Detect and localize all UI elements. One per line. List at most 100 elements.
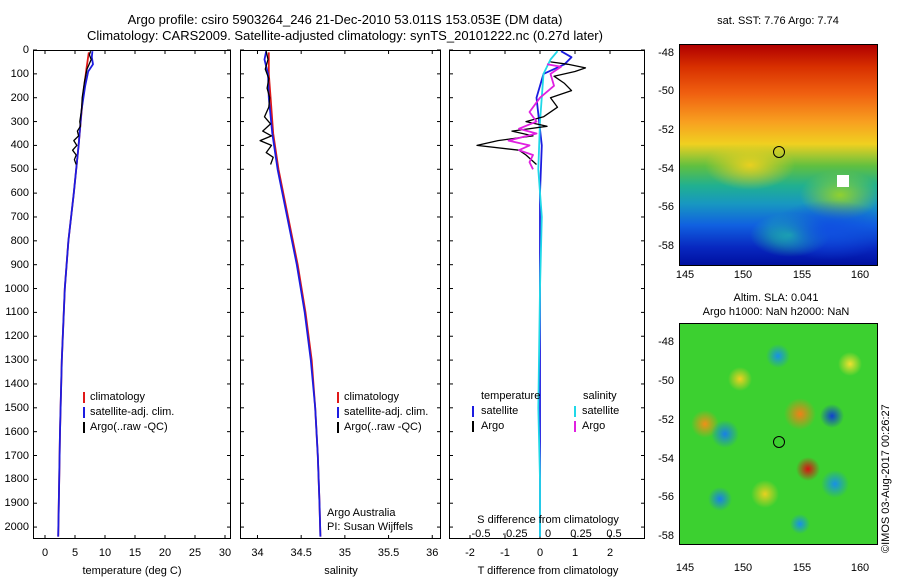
sst-lat-tick: -54 [658, 163, 674, 175]
legend-swatch-argo [83, 422, 85, 433]
depth-tick-label: 600 [10, 187, 29, 200]
depth-tick-label: 1300 [4, 354, 29, 367]
series-line-climatology [267, 52, 322, 537]
depth-tick-label: 700 [10, 210, 29, 223]
depth-tick-label: 1100 [5, 306, 29, 319]
argo-position-marker [773, 436, 785, 448]
sst-map [679, 44, 878, 266]
sla-lat-tick: -52 [658, 414, 674, 426]
legend-swatch-climatology [337, 392, 339, 403]
argo-australia-label: Argo Australia [327, 507, 396, 519]
depth-tick-label: 1700 [4, 449, 29, 462]
diff-legend-salinity-title: salinity [583, 390, 617, 402]
depth-tick-label: 200 [10, 91, 29, 104]
x-tick-label: 10 [98, 547, 112, 559]
depth-tick-label: 1600 [4, 425, 29, 438]
x-tick-label: 0 [41, 547, 49, 559]
legend-label: Argo(..raw -QC) [90, 421, 168, 433]
x-tick-label: 35 [338, 547, 351, 559]
x-tick-label: 35.5 [377, 547, 400, 559]
x-tick-label: -1 [500, 547, 510, 559]
legend-swatch-argo [337, 422, 339, 433]
sla-lat-tick: -56 [658, 491, 674, 503]
diff-legend-temperature-title: temperature [481, 390, 541, 402]
depth-tick-label: 1200 [4, 330, 29, 343]
sst-lon-tick: 145 [675, 269, 695, 281]
depth-tick-label: 1000 [4, 282, 29, 295]
tdiff-xlabel: T difference from climatology [477, 565, 619, 577]
sla-lat-tick: -50 [658, 375, 674, 387]
sdiff-tick: -0.5 [471, 528, 491, 540]
x-tick-label: 2 [606, 547, 614, 559]
x-tick-label: 25 [188, 547, 202, 559]
sst-lat-tick: -58 [658, 240, 674, 252]
x-tick-label: 20 [158, 547, 172, 559]
legend-label: climatology [90, 391, 146, 403]
depth-tick-label: 0 [22, 44, 29, 56]
argo-position-marker [773, 146, 785, 158]
sdiff-tick: 0.25 [570, 528, 592, 540]
series-line-argo-raw-qc- [259, 51, 274, 165]
sdiff-xlabel: S difference from climatology [477, 514, 619, 526]
salinity-panel [240, 50, 441, 539]
sla-lon-tick: 160 [850, 562, 870, 574]
series-line-argo-raw-qc- [71, 50, 92, 165]
sla-lon-tick: 145 [675, 562, 695, 574]
legend-swatch-satellite [83, 407, 85, 418]
legend-swatch-t-satellite [472, 406, 474, 417]
series-line-s-satellite [537, 50, 559, 537]
sst-lat-tick: -52 [658, 124, 674, 136]
depth-tick-label: 900 [10, 258, 29, 271]
pi-label: PI: Susan Wijffels [327, 521, 413, 533]
temperature-legend: climatology satellite-adj. clim. Argo(..… [80, 390, 190, 435]
sst-lon-tick: 150 [733, 269, 753, 281]
legend-swatch-climatology [83, 392, 85, 403]
legend-label: satellite-adj. clim. [344, 406, 429, 418]
depth-tick-label: 1800 [4, 473, 29, 486]
sla-map-title2: Argo h1000: NaN h2000: NaN [702, 306, 850, 318]
legend-swatch-s-satellite [574, 406, 576, 417]
sst-lat-tick: -50 [658, 85, 674, 97]
x-tick-label: 1 [571, 547, 579, 559]
figure-title-line1: Argo profile: csiro 5903264_246 21-Dec-2… [127, 12, 563, 27]
sla-lat-tick: -54 [658, 453, 674, 465]
depth-tick-label: 2000 [4, 521, 29, 534]
sla-map-title1: Altim. SLA: 0.041 [733, 292, 819, 304]
legend-swatch-s-argo [574, 421, 576, 432]
legend-swatch-satellite [337, 407, 339, 418]
sla-lon-tick: 155 [792, 562, 812, 574]
temperature-xlabel: temperature (deg C) [82, 565, 182, 577]
sdiff-tick: 0.5 [606, 528, 622, 540]
series-line-t-satellite [535, 50, 573, 537]
depth-tick-label: 1400 [4, 377, 29, 390]
depth-tick-label: 500 [10, 163, 29, 176]
imos-footer: ©IMOS 03-Aug-2017 00:26:27 [880, 404, 892, 553]
sla-map [679, 323, 878, 545]
x-tick-label: 30 [218, 547, 232, 559]
sst-map-title: sat. SST: 7.76 Argo: 7.74 [717, 15, 839, 27]
series-line-t-argo [476, 61, 587, 165]
series-line-s-argo [507, 63, 562, 170]
sst-lat-tick: -56 [658, 201, 674, 213]
depth-tick-label: 100 [10, 67, 29, 80]
x-tick-label: 34.5 [290, 547, 312, 559]
temperature-panel [33, 50, 231, 539]
sst-lat-tick: -48 [658, 47, 674, 59]
salinity-xlabel: salinity [324, 565, 358, 577]
sdiff-tick: 0 [544, 528, 552, 540]
x-tick-label: 15 [128, 547, 142, 559]
legend-label: satellite [582, 405, 620, 417]
x-tick-label: -2 [465, 547, 475, 559]
sla-lat-tick: -48 [658, 336, 674, 348]
depth-tick-label: 1500 [4, 401, 29, 414]
depth-tick-label: 1900 [4, 497, 29, 510]
sdiff-tick: -0.25 [502, 528, 528, 540]
legend-swatch-t-argo [472, 421, 474, 432]
figure-title-line2: Climatology: CARS2009. Satellite-adjuste… [87, 28, 603, 43]
sst-lon-tick: 160 [850, 269, 870, 281]
legend-label: Argo [582, 420, 606, 432]
sla-lat-tick: -58 [658, 530, 674, 542]
x-tick-label: 36 [426, 547, 439, 559]
depth-tick-label: 300 [10, 115, 29, 128]
